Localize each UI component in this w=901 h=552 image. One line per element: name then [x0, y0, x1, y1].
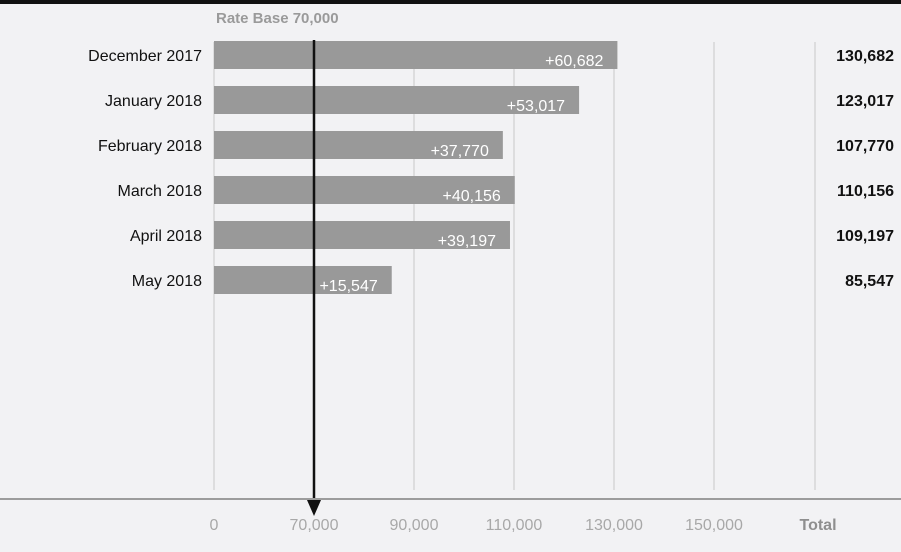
- bar: [214, 131, 503, 159]
- total-value: 123,017: [836, 93, 894, 110]
- top-rule: [0, 0, 901, 4]
- category-label: December 2017: [88, 48, 202, 65]
- bar-value-label: +53,017: [507, 98, 565, 115]
- reference-arrow-group: Rate Base 70,000: [216, 10, 339, 516]
- bar: [214, 266, 392, 294]
- bar-value-label: +39,197: [438, 233, 496, 250]
- labels: December 2017 +60,682 130,682 January 2018 +…: [88, 48, 894, 295]
- category-label: February 2018: [98, 138, 202, 155]
- total-value: 110,156: [837, 183, 894, 200]
- gridlines: [213, 42, 816, 490]
- x-tick-label: 70,000: [290, 517, 339, 534]
- total-value: 109,197: [836, 228, 894, 245]
- total-value: 130,682: [836, 48, 894, 65]
- bar: [214, 221, 510, 249]
- x-tick-label: 0: [210, 517, 219, 534]
- category-label: April 2018: [130, 228, 202, 245]
- x-axis: 0 70,000 90,000 110,000 130,000 150,000 Total: [0, 498, 901, 534]
- category-label: January 2018: [105, 93, 202, 110]
- bar-value-label: +37,770: [431, 143, 489, 160]
- total-value: 85,547: [845, 273, 894, 290]
- x-tick-label: 130,000: [585, 517, 643, 534]
- x-tick-label: 110,000: [486, 517, 543, 534]
- bar: [214, 86, 580, 114]
- bar-value-label: +15,547: [319, 278, 377, 295]
- bar-value-label: +60,682: [545, 53, 603, 70]
- x-tick-label: 150,000: [685, 517, 743, 534]
- category-label: May 2018: [132, 273, 202, 290]
- bars: [214, 41, 618, 294]
- total-column-label: Total: [799, 517, 836, 534]
- x-tick-label: 90,000: [390, 517, 439, 534]
- bar: [214, 176, 515, 204]
- bar-value-label: +40,156: [442, 188, 500, 205]
- bar: [214, 41, 618, 69]
- category-label: March 2018: [118, 183, 203, 200]
- arrow-down-icon: [307, 500, 321, 516]
- reference-label: Rate Base 70,000: [216, 10, 339, 27]
- total-value: 107,770: [836, 138, 894, 155]
